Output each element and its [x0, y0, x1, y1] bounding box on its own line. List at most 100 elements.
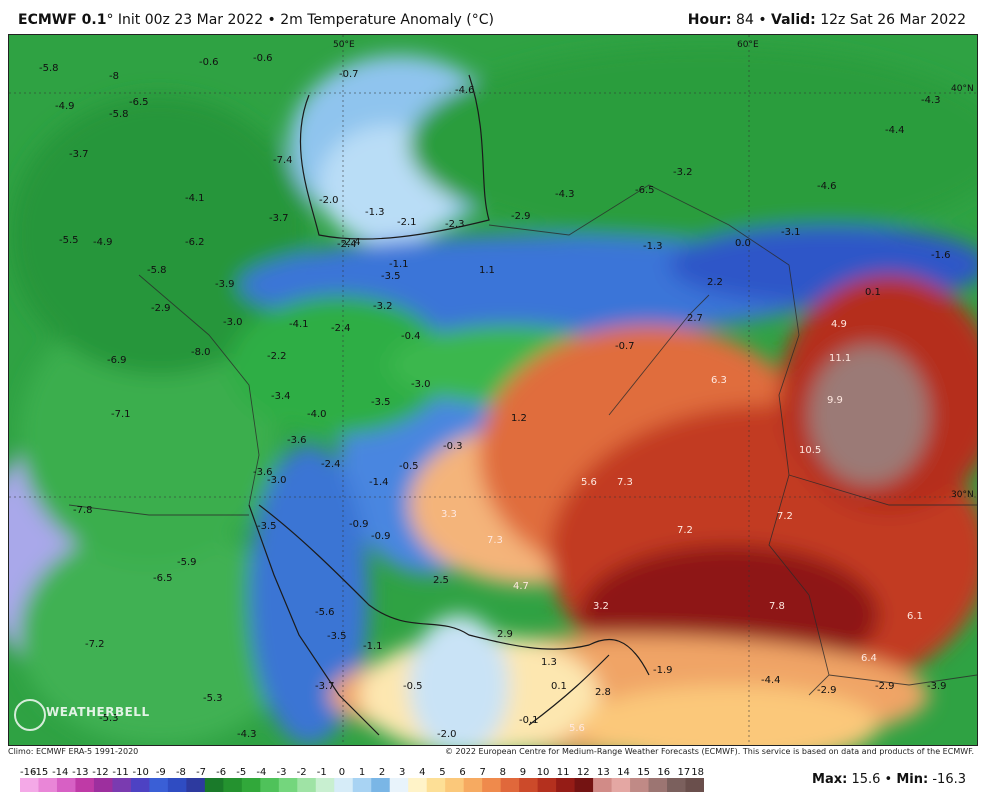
anomaly-value: 3.2: [593, 601, 609, 612]
anomaly-value: -3.9: [215, 279, 235, 290]
climo-note: Climo: ECMWF ERA-5 1991-2020: [8, 747, 139, 756]
anomaly-value: -6.5: [635, 185, 655, 196]
anomaly-value: -4.4: [761, 675, 781, 686]
legend-swatch: [149, 778, 169, 792]
anomaly-value: -0.9: [371, 531, 391, 542]
anomaly-value: -1.4: [369, 477, 389, 488]
lat-label-40n: 40°N: [951, 84, 974, 94]
anomaly-value: 10.5: [799, 445, 821, 456]
legend-tick-label: 17: [678, 767, 691, 778]
legend-swatch: [685, 778, 704, 792]
anomaly-value: 6.1: [907, 611, 923, 622]
anomaly-value: -1.9: [653, 665, 673, 676]
anomaly-value: -3.5: [381, 271, 401, 282]
valid-value: 12z Sat 26 Mar 2022: [820, 12, 966, 28]
lon-label-50e: 50°E: [333, 40, 355, 50]
legend-swatch: [297, 778, 317, 792]
anomaly-value: -5.9: [177, 557, 197, 568]
legend-swatch: [38, 778, 58, 792]
legend-tick-label: -2: [297, 767, 307, 778]
anomaly-value: -5.8: [147, 265, 167, 276]
anomaly-value: 2.2: [707, 277, 723, 288]
anomaly-value: -7.2: [85, 639, 105, 650]
legend-tick-label: -13: [72, 767, 88, 778]
legend-tick-label: 8: [500, 767, 506, 778]
legend-swatch: [408, 778, 428, 792]
anomaly-value: -2.9: [151, 303, 171, 314]
anomaly-value: -2.1: [397, 217, 417, 228]
graticule-labels: 50°E 60°E 40°N 30°N: [333, 40, 974, 500]
anomaly-value: 2.9: [497, 629, 513, 640]
legend-tick-label: -7: [196, 767, 206, 778]
legend-swatch: [56, 778, 76, 792]
anomaly-value: -3.7: [69, 149, 89, 160]
map-title: ECMWF 0.1° Init 00z 23 Mar 2022 • 2m Tem…: [18, 12, 494, 28]
anomaly-value: -5.8: [109, 109, 129, 120]
max-value: 15.6: [851, 772, 881, 787]
color-legend: -16-15 -14 -13 -12 -11 -10 -9 -8 -7 -6 -5 -4 -3 -2 -1 0…: [20, 767, 704, 792]
anomaly-value: 4.7: [513, 581, 529, 592]
legend-swatch: [556, 778, 576, 792]
anomaly-value: -5.8: [39, 63, 59, 74]
anomaly-value: -3.0: [411, 379, 431, 390]
min-label: Min:: [896, 772, 929, 787]
anomaly-value: -3.0: [223, 317, 243, 328]
max-min-readout: Max: 15.6 • Min: -16.3: [812, 772, 966, 787]
anomaly-value: -0.1: [519, 715, 539, 726]
legend-tick-label: 11: [557, 767, 570, 778]
anomaly-value: -0.7: [339, 69, 359, 80]
legend-swatch: [204, 778, 224, 792]
anomaly-value: -5.5: [59, 235, 79, 246]
legend-swatch: [463, 778, 483, 792]
legend-swatch: [75, 778, 95, 792]
anomaly-value: -0.6: [253, 53, 273, 64]
anomaly-value: -2.9: [817, 685, 837, 696]
graticule: [9, 35, 977, 745]
legend-tick-label: -16: [20, 767, 36, 778]
anomaly-value: -3.4: [271, 391, 291, 402]
anomaly-value: -7.4: [273, 155, 293, 166]
anomaly-value: -2.2: [267, 351, 287, 362]
legend-swatch: [537, 778, 557, 792]
legend-swatch: [223, 778, 243, 792]
anomaly-value: -0.7: [615, 341, 635, 352]
anomaly-value: -6.5: [153, 573, 173, 584]
anomaly-value: -4.9: [55, 101, 75, 112]
anomaly-value: -6.9: [107, 355, 127, 366]
weatherbell-logo: WEATHERBELL: [14, 695, 149, 731]
anomaly-value: -3.5: [371, 397, 391, 408]
anomaly-value: -0.6: [199, 57, 219, 68]
init-and-variable: ° Init 00z 23 Mar 2022 • 2m Temperature …: [106, 12, 494, 28]
legend-tick-label: 18: [691, 767, 704, 778]
anomaly-value: 5.6: [569, 723, 585, 734]
anomaly-value: -6.5: [129, 97, 149, 108]
anomaly-value: -0.5: [399, 461, 419, 472]
valid-label: Valid:: [771, 12, 816, 28]
anomaly-value: -4.9: [93, 237, 113, 248]
anomaly-value: -5.3: [99, 713, 119, 724]
anomaly-value: 6.3: [711, 375, 727, 386]
anomaly-value: -4.3: [555, 189, 575, 200]
legend-swatch: [167, 778, 187, 792]
legend-tick-label: -9: [156, 767, 166, 778]
legend-swatch: [278, 778, 298, 792]
anomaly-value: -0.3: [443, 441, 463, 452]
anomaly-value: 3.3: [441, 509, 457, 520]
legend-swatch: [500, 778, 520, 792]
anomaly-value: -1.1: [389, 259, 409, 270]
anomaly-value: -1.1: [363, 641, 383, 652]
anomaly-value: -2.4: [341, 237, 361, 248]
legend-tick-label: 15: [637, 767, 650, 778]
borders: [68, 184, 977, 696]
legend-tick-label: 16: [657, 767, 670, 778]
anomaly-value: -5.3: [203, 693, 223, 704]
lon-label-60e: 60°E: [737, 40, 759, 50]
legend-tick-label: -3: [277, 767, 287, 778]
legend-swatch: [130, 778, 150, 792]
anomaly-value: -2.4: [337, 239, 357, 250]
anomaly-value: 4.9: [831, 319, 847, 330]
legend-tick-label: 9: [520, 767, 526, 778]
legend-tick-label: 12: [577, 767, 590, 778]
anomaly-value: -1.3: [365, 207, 385, 218]
valid-time: Hour: 84 • Valid: 12z Sat 26 Mar 2022: [687, 12, 966, 28]
